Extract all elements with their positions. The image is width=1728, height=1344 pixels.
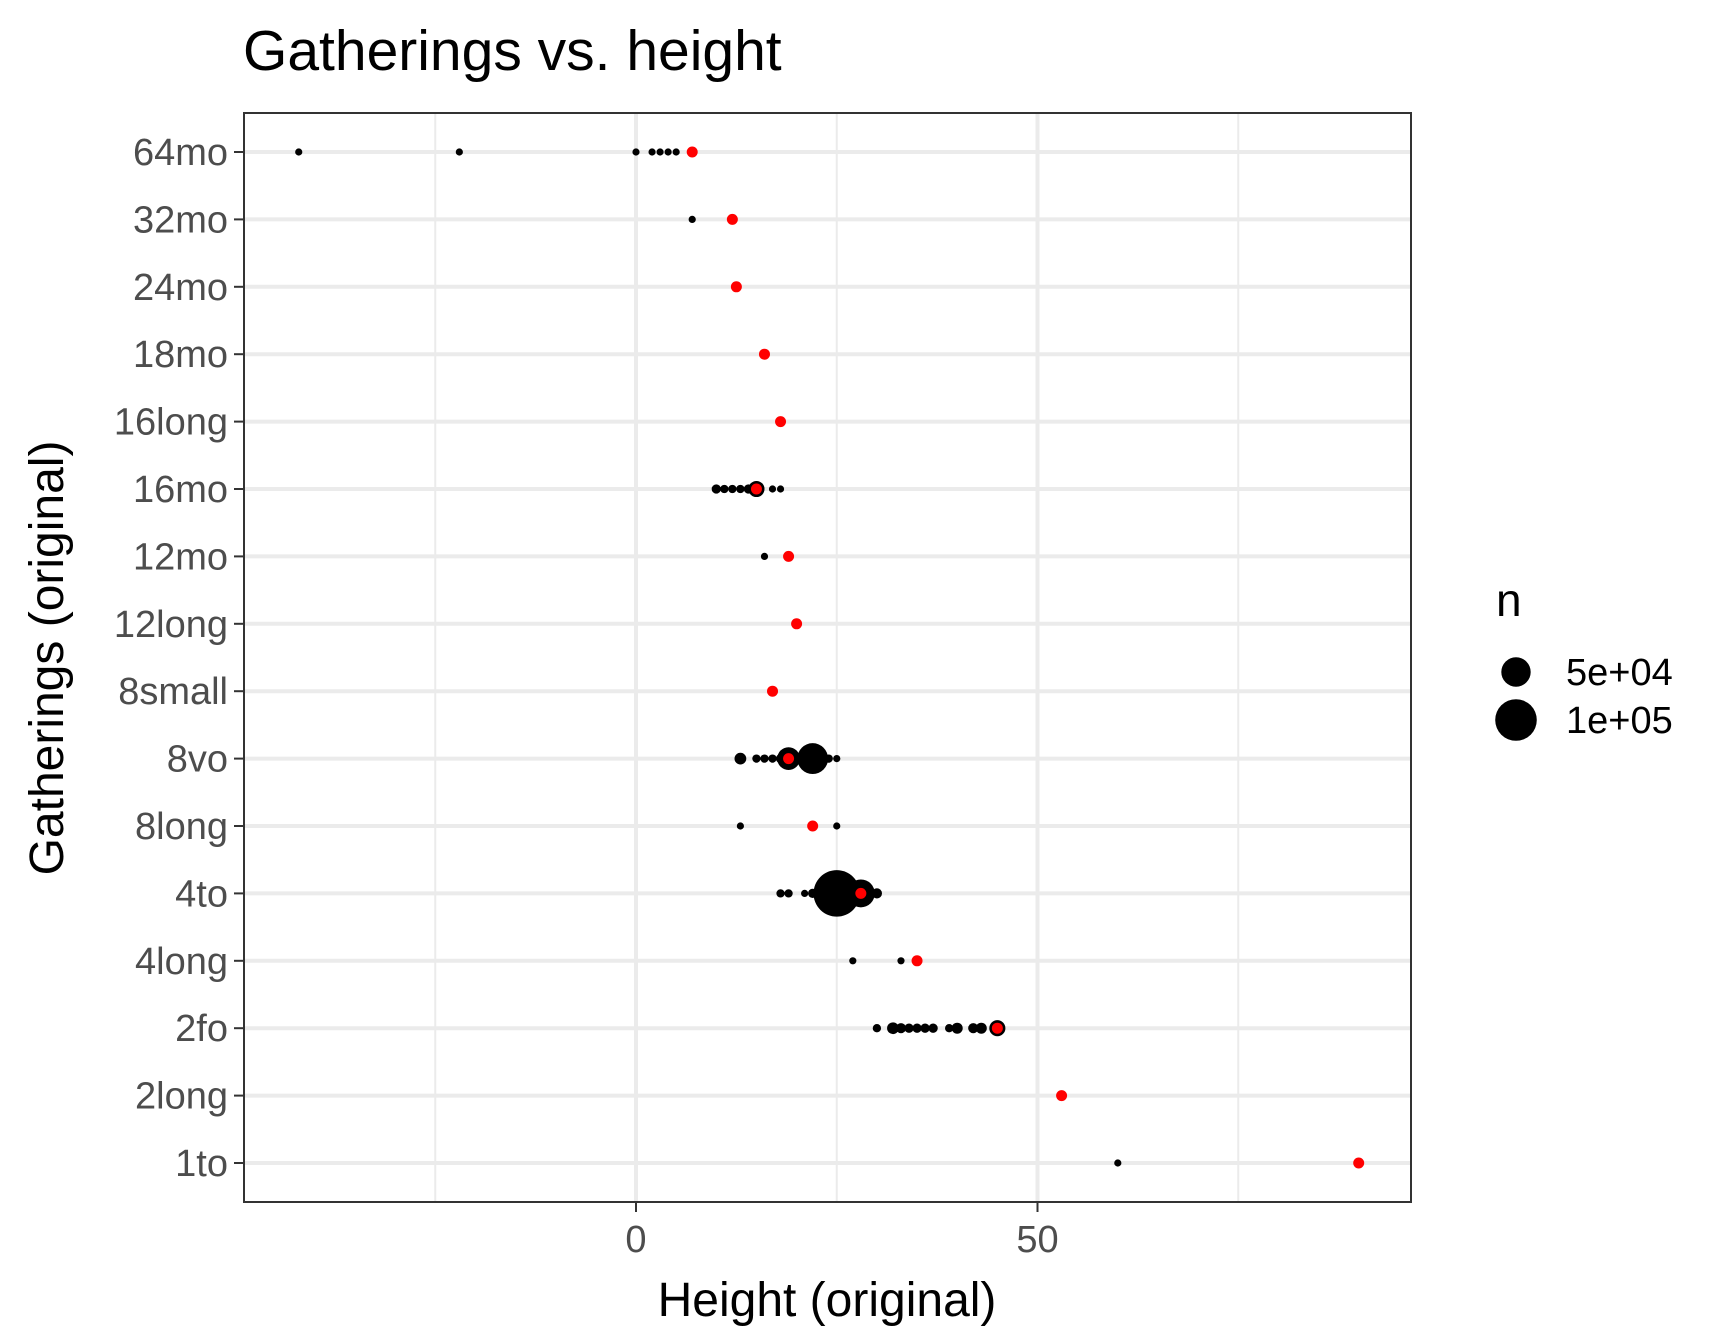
data-point bbox=[808, 888, 818, 899]
data-point bbox=[833, 822, 841, 830]
y-tick-label: 16mo bbox=[133, 469, 228, 511]
y-tick-label: 1to bbox=[175, 1143, 228, 1185]
data-point bbox=[752, 754, 761, 763]
y-tick-label: 2long bbox=[135, 1076, 228, 1118]
mean-point bbox=[783, 550, 795, 562]
legend-key bbox=[1501, 657, 1531, 687]
data-point bbox=[720, 484, 729, 494]
data-point bbox=[904, 1023, 914, 1033]
x-tick-label: 50 bbox=[1016, 1219, 1058, 1261]
data-point bbox=[844, 885, 861, 902]
x-tick-label: 0 bbox=[625, 1219, 646, 1261]
data-point bbox=[672, 148, 680, 156]
mean-point bbox=[730, 281, 742, 293]
y-tick-label: 64mo bbox=[133, 132, 228, 174]
data-point bbox=[734, 752, 747, 765]
mean-point bbox=[750, 483, 762, 495]
mean-point bbox=[1056, 1090, 1068, 1102]
y-tick-label: 24mo bbox=[133, 267, 228, 309]
data-point bbox=[736, 822, 744, 830]
data-point bbox=[895, 1023, 907, 1034]
data-point bbox=[776, 485, 785, 493]
data-point bbox=[743, 484, 754, 494]
grid bbox=[244, 113, 1411, 1202]
data-point bbox=[656, 148, 664, 156]
data-point bbox=[295, 148, 303, 156]
data-point bbox=[951, 1022, 963, 1034]
y-tick-label: 32mo bbox=[133, 199, 228, 241]
mean-point bbox=[758, 348, 770, 360]
data-point bbox=[968, 1023, 979, 1034]
mean-point bbox=[775, 416, 787, 428]
data-point bbox=[728, 484, 737, 494]
data-point bbox=[912, 1023, 922, 1033]
data-point bbox=[797, 743, 829, 775]
mean-point bbox=[1353, 1157, 1365, 1169]
y-tick-label: 8small bbox=[118, 671, 228, 713]
x-axis-title: Height (original) bbox=[658, 1274, 997, 1327]
plot-panel bbox=[243, 112, 1412, 1203]
y-tick-label: 2fo bbox=[175, 1008, 228, 1050]
data-point bbox=[760, 552, 769, 561]
y-tick-label: 16long bbox=[114, 402, 228, 444]
y-tick-label: 8long bbox=[135, 806, 228, 848]
legend-label: 1e+05 bbox=[1566, 700, 1673, 742]
data-point bbox=[768, 754, 777, 763]
mean-point bbox=[911, 955, 923, 967]
data-point bbox=[664, 148, 672, 156]
y-tick-label: 4to bbox=[175, 873, 228, 915]
data-point bbox=[775, 753, 786, 764]
data-point bbox=[784, 889, 793, 898]
legend-title: n bbox=[1496, 574, 1522, 626]
y-tick-label: 12mo bbox=[133, 536, 228, 578]
y-tick-label: 4long bbox=[135, 941, 228, 983]
mean-point bbox=[726, 213, 738, 225]
mean-point bbox=[686, 146, 698, 158]
data-point bbox=[887, 1022, 899, 1035]
legend-key bbox=[1495, 699, 1537, 741]
data-point bbox=[897, 957, 905, 965]
chart-title: Gatherings vs. height bbox=[243, 19, 782, 83]
mean-point bbox=[767, 685, 779, 697]
data-point bbox=[736, 484, 745, 494]
data-point bbox=[776, 889, 785, 898]
mean-point bbox=[991, 1022, 1003, 1034]
legend: n 5e+04 1e+05 bbox=[1495, 574, 1673, 742]
data-point bbox=[711, 484, 721, 494]
mean-point bbox=[783, 753, 795, 765]
mean-point bbox=[791, 618, 803, 630]
data-point bbox=[920, 1023, 930, 1033]
y-axis-title: Gatherings (original) bbox=[21, 441, 74, 876]
data-points bbox=[295, 146, 1365, 1169]
data-point bbox=[945, 1024, 954, 1033]
y-axis: 1to 2long 2fo 4long 4to 8long 8vo 8small 12long 1… bbox=[114, 132, 244, 1185]
data-point bbox=[648, 148, 656, 156]
data-point bbox=[688, 215, 696, 223]
data-point bbox=[824, 754, 833, 763]
data-point bbox=[814, 887, 827, 900]
y-tick-label: 18mo bbox=[133, 334, 228, 376]
data-point bbox=[768, 485, 777, 493]
data-point bbox=[1114, 1159, 1122, 1167]
data-point bbox=[455, 148, 463, 156]
data-point bbox=[975, 1022, 987, 1034]
mean-point bbox=[855, 887, 867, 899]
y-tick-label: 8vo bbox=[167, 739, 228, 781]
x-axis: 0 50 bbox=[625, 1202, 1059, 1261]
data-point bbox=[849, 957, 857, 965]
y-tick-label: 12long bbox=[114, 604, 228, 646]
data-point bbox=[833, 755, 841, 763]
data-point bbox=[632, 148, 640, 156]
data-point bbox=[801, 889, 809, 898]
mean-point bbox=[807, 820, 819, 832]
data-point bbox=[760, 754, 769, 763]
data-point bbox=[872, 1024, 882, 1033]
data-point bbox=[871, 888, 882, 899]
data-point bbox=[928, 1023, 938, 1033]
legend-label: 5e+04 bbox=[1566, 652, 1673, 694]
